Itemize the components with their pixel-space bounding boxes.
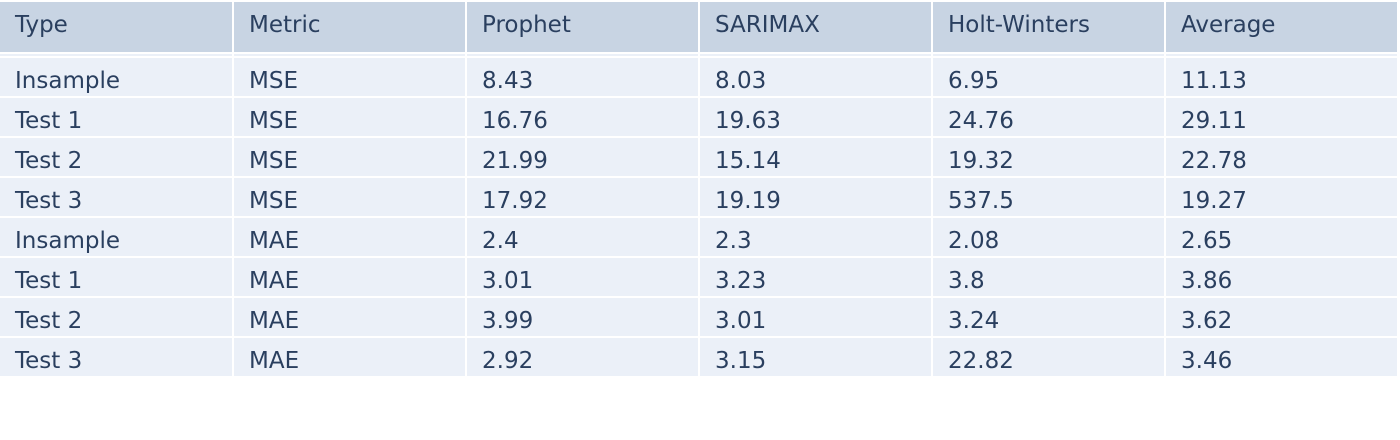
table-cell-holt-winters: 3.24 xyxy=(931,296,1166,338)
table-cell-metric: MAE xyxy=(232,296,467,338)
spacer-cell xyxy=(931,52,1166,57)
table-cell-average: 3.46 xyxy=(1164,336,1399,378)
table-cell-prophet: 17.92 xyxy=(465,176,700,218)
column-header-holt-winters: Holt-Winters xyxy=(931,0,1166,54)
table-row: Test 1 MAE 3.01 3.23 3.8 3.86 xyxy=(0,256,1399,298)
table-cell-sarimax: 3.15 xyxy=(698,336,933,378)
table-cell-metric: MSE xyxy=(232,176,467,218)
table-cell-type: Test 1 xyxy=(0,96,234,138)
table-row: Test 2 MAE 3.99 3.01 3.24 3.62 xyxy=(0,296,1399,338)
spacer-cell xyxy=(0,52,234,57)
table-cell-holt-winters: 537.5 xyxy=(931,176,1166,218)
table-row: Insample MSE 8.43 8.03 6.95 11.13 xyxy=(0,56,1399,98)
table-cell-holt-winters: 22.82 xyxy=(931,336,1166,378)
spacer-cell xyxy=(1164,52,1399,57)
table-cell-prophet: 2.92 xyxy=(465,336,700,378)
table-cell-type: Test 1 xyxy=(0,256,234,298)
column-header-average: Average xyxy=(1164,0,1399,54)
results-table: Type Metric Prophet SARIMAX Holt-Winters Aver… xyxy=(0,0,1399,378)
table-cell-type: Test 2 xyxy=(0,296,234,338)
table-row: Insample MAE 2.4 2.3 2.08 2.65 xyxy=(0,216,1399,258)
table-row: Test 1 MSE 16.76 19.63 24.76 29.11 xyxy=(0,96,1399,138)
table-cell-metric: MSE xyxy=(232,136,467,178)
table-cell-average: 3.86 xyxy=(1164,256,1399,298)
table-cell-prophet: 3.01 xyxy=(465,256,700,298)
table-cell-average: 19.27 xyxy=(1164,176,1399,218)
table-cell-prophet: 21.99 xyxy=(465,136,700,178)
table-cell-metric: MAE xyxy=(232,216,467,258)
table-cell-average: 2.65 xyxy=(1164,216,1399,258)
spacer-cell xyxy=(465,52,700,57)
table-cell-type: Insample xyxy=(0,216,234,258)
table-cell-type: Insample xyxy=(0,56,234,98)
table-cell-average: 22.78 xyxy=(1164,136,1399,178)
table-cell-sarimax: 19.19 xyxy=(698,176,933,218)
table-cell-type: Test 3 xyxy=(0,336,234,378)
table-cell-sarimax: 2.3 xyxy=(698,216,933,258)
table-cell-prophet: 2.4 xyxy=(465,216,700,258)
table-row: Test 2 MSE 21.99 15.14 19.32 22.78 xyxy=(0,136,1399,178)
table-cell-average: 11.13 xyxy=(1164,56,1399,98)
table-cell-sarimax: 19.63 xyxy=(698,96,933,138)
column-header-prophet: Prophet xyxy=(465,0,700,54)
table-cell-sarimax: 3.01 xyxy=(698,296,933,338)
table-cell-holt-winters: 2.08 xyxy=(931,216,1166,258)
table-cell-type: Test 2 xyxy=(0,136,234,178)
column-header-type: Type xyxy=(0,0,234,54)
table-cell-holt-winters: 19.32 xyxy=(931,136,1166,178)
spacer-cell xyxy=(232,52,467,57)
table-cell-holt-winters: 3.8 xyxy=(931,256,1166,298)
table-cell-sarimax: 3.23 xyxy=(698,256,933,298)
column-header-sarimax: SARIMAX xyxy=(698,0,933,54)
table-cell-metric: MSE xyxy=(232,56,467,98)
table-cell-metric: MAE xyxy=(232,336,467,378)
table-cell-holt-winters: 24.76 xyxy=(931,96,1166,138)
table-header: Type Metric Prophet SARIMAX Holt-Winters Aver… xyxy=(0,0,1399,54)
table-row: Test 3 MSE 17.92 19.19 537.5 19.27 xyxy=(0,176,1399,218)
header-row: Type Metric Prophet SARIMAX Holt-Winters Aver… xyxy=(0,0,1399,54)
table-cell-metric: MAE xyxy=(232,256,467,298)
table-cell-sarimax: 15.14 xyxy=(698,136,933,178)
table-row: Test 3 MAE 2.92 3.15 22.82 3.46 xyxy=(0,336,1399,378)
table-body: Insample MSE 8.43 8.03 6.95 11.13 Test 1 MSE 16.… xyxy=(0,52,1399,378)
table-cell-sarimax: 8.03 xyxy=(698,56,933,98)
table-cell-prophet: 8.43 xyxy=(465,56,700,98)
table-cell-type: Test 3 xyxy=(0,176,234,218)
spacer-cell xyxy=(698,52,933,57)
results-table-container: Type Metric Prophet SARIMAX Holt-Winters Aver… xyxy=(0,0,1399,378)
table-cell-metric: MSE xyxy=(232,96,467,138)
table-cell-average: 29.11 xyxy=(1164,96,1399,138)
table-cell-prophet: 3.99 xyxy=(465,296,700,338)
table-cell-prophet: 16.76 xyxy=(465,96,700,138)
column-header-metric: Metric xyxy=(232,0,467,54)
header-spacer xyxy=(0,52,1399,57)
table-cell-average: 3.62 xyxy=(1164,296,1399,338)
table-cell-holt-winters: 6.95 xyxy=(931,56,1166,98)
